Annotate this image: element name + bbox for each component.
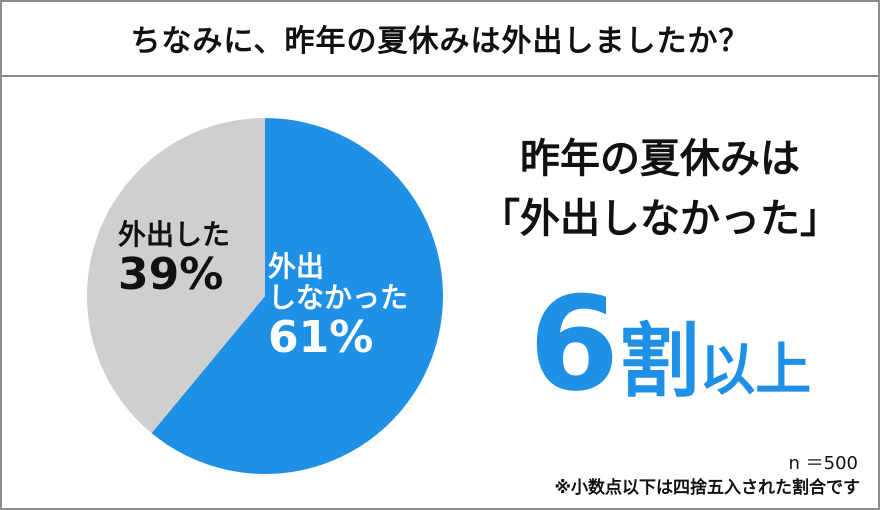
headline-line1: 昨年の夏休みは — [520, 136, 800, 182]
sample-size-note: n ＝500 — [788, 453, 859, 474]
pie-label-not-went-out-line1: 外出 — [268, 250, 325, 283]
pie-value-went-out: 39% — [118, 248, 224, 300]
chart-title: ちなみに、昨年の夏休みは外出しましたか？ — [130, 24, 750, 59]
title-divider — [0, 75, 880, 77]
pie-slice-not-went-out — [151, 118, 444, 475]
pie-slice-went-out — [87, 118, 265, 434]
big-number: 6 — [528, 268, 620, 420]
pie-label-not-went-out: 外出 しなかった 61% — [268, 250, 409, 363]
big-unit: 割 — [619, 315, 700, 408]
headline-line2: 「外出しなかった」 — [480, 196, 840, 242]
big-callout: 6割以上 — [470, 268, 870, 420]
big-suffix: 以上 — [699, 338, 812, 403]
rounding-footnote: ※小数点以下は四捨五入された割合です — [554, 478, 860, 498]
pie-value-not-went-out: 61% — [268, 311, 374, 363]
pie-label-went-out-line1: 外出した — [118, 218, 231, 251]
pie-label-not-went-out-line2: しなかった — [268, 280, 409, 314]
pie-label-went-out: 外出した 39% — [118, 218, 231, 300]
